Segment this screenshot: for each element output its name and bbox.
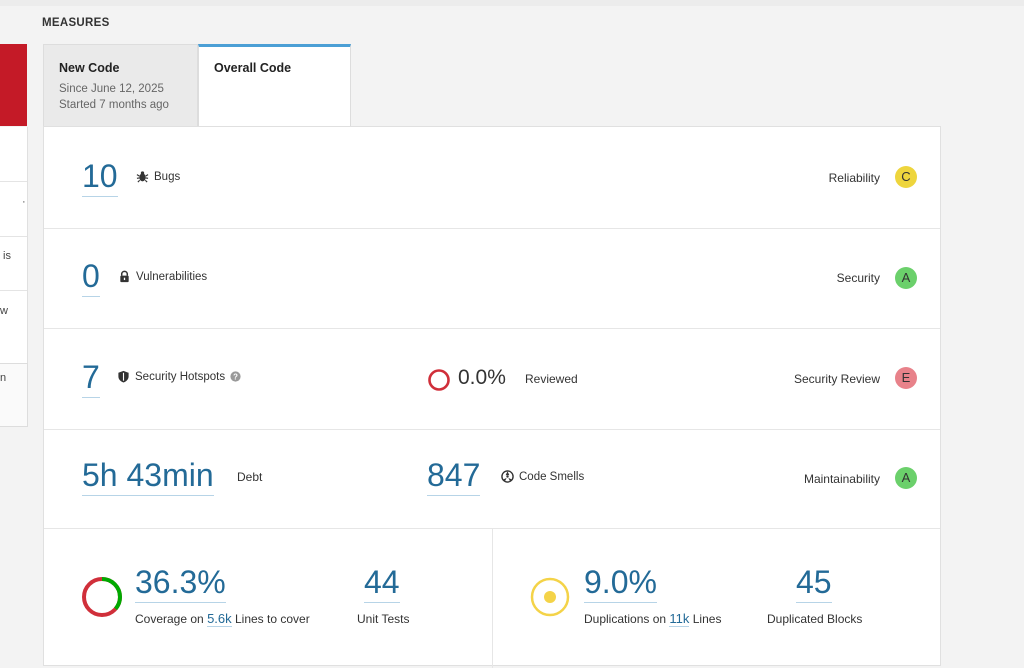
maintainability-row: 5h 43min Debt 847 Code Smells Maintainab…: [44, 429, 940, 529]
sidebar-divider: [0, 236, 27, 237]
sidebar-fragment-text: w: [0, 305, 8, 317]
duplications-lines-link[interactable]: 11k: [669, 611, 690, 627]
tab-label: Overall Code: [214, 61, 292, 75]
hotspots-count-link[interactable]: 7: [82, 359, 100, 398]
bugs-label: Bugs: [136, 170, 180, 183]
duplicated-blocks-count-link[interactable]: 45: [796, 564, 832, 603]
sidebar-fragment-text: is: [3, 250, 11, 262]
reviewed-donut-icon: [428, 369, 450, 391]
page-title: MEASURES: [42, 17, 110, 29]
code-smells-label: Code Smells: [501, 470, 584, 483]
sidebar-fragment-text: n: [0, 372, 7, 384]
maintainability-rating-badge[interactable]: A: [895, 467, 917, 489]
vulnerabilities-label: Vulnerabilities: [118, 270, 207, 283]
sidebar-quality-gate-status[interactable]: [0, 44, 27, 126]
measures-panel: 10 Bugs Reliability C 0 Vulnerabilities …: [43, 126, 941, 668]
sidebar-divider: [0, 290, 27, 291]
coverage-percentage-link[interactable]: 36.3%: [135, 564, 226, 603]
svg-text:?: ?: [233, 372, 238, 381]
unit-tests-count-link[interactable]: 44: [364, 564, 400, 603]
coverage-text-before: Coverage on: [135, 612, 204, 626]
unit-tests-label: Unit Tests: [357, 612, 410, 626]
tab-started: Started 7 months ago: [59, 99, 169, 111]
duplicated-blocks-label: Duplicated Blocks: [767, 612, 863, 626]
security-review-rating-label: Security Review: [793, 372, 880, 386]
tab-label: New Code: [59, 61, 120, 75]
sidebar-box: [0, 363, 28, 427]
security-row: 0 Vulnerabilities Security A: [44, 228, 940, 329]
tab-overall-code[interactable]: Overall Code: [198, 44, 351, 128]
sidebar-divider: [0, 181, 27, 182]
top-strip: [0, 0, 1024, 6]
duplications-text-after: Lines: [692, 612, 722, 626]
debt-link[interactable]: 5h 43min: [82, 457, 214, 496]
duplications-percentage-link[interactable]: 9.0%: [584, 564, 657, 603]
code-smells-count-link[interactable]: 847: [427, 457, 481, 496]
shield-icon: [118, 370, 129, 383]
coverage-duplications-row: 36.3% Coverage on 5.6k Lines to cover 44…: [44, 528, 940, 668]
lock-icon: [120, 270, 129, 283]
coverage-donut-icon: [82, 577, 122, 617]
bugs-label-text: Bugs: [154, 170, 181, 183]
reviewed-percentage[interactable]: 0.0%: [458, 366, 506, 389]
reliability-row: 10 Bugs Reliability C: [44, 127, 940, 229]
code-smells-label-text: Code Smells: [519, 470, 585, 483]
reliability-rating-badge[interactable]: C: [895, 166, 917, 188]
lines-to-cover-link[interactable]: 5.6k: [207, 611, 232, 627]
code-smell-icon: [501, 470, 514, 483]
coverage-text-after: Lines to cover: [234, 612, 310, 626]
help-icon[interactable]: ?: [230, 371, 241, 382]
reviewed-label: Reviewed: [525, 372, 578, 386]
duplications-bubble-icon: [530, 577, 570, 617]
security-review-rating-badge[interactable]: E: [895, 367, 917, 389]
tab-since-date: Since June 12, 2025: [59, 83, 164, 95]
hotspots-label-text: Security Hotspots: [135, 370, 226, 383]
duplications-description: Duplications on 11k Lines: [584, 611, 722, 627]
security-hotspots-row: 7 Security Hotspots ? 0.0% Reviewed Secu…: [44, 328, 940, 430]
reliability-rating-label: Reliability: [828, 171, 880, 185]
debt-label: Debt: [237, 470, 263, 484]
coverage-description: Coverage on 5.6k Lines to cover: [135, 611, 310, 627]
security-rating-badge[interactable]: A: [895, 267, 917, 289]
duplications-text-before: Duplications on: [584, 612, 667, 626]
vulnerabilities-label-text: Vulnerabilities: [136, 270, 208, 283]
column-divider: [492, 528, 493, 668]
vulnerabilities-count-link[interactable]: 0: [82, 258, 100, 297]
bugs-count-link[interactable]: 10: [82, 158, 118, 197]
security-rating-label: Security: [836, 271, 880, 285]
maintainability-rating-label: Maintainability: [803, 472, 880, 486]
tab-new-code[interactable]: New Code Since June 12, 2025 Started 7 m…: [43, 44, 198, 126]
bug-icon: [136, 171, 149, 183]
hotspots-label: Security Hotspots ?: [117, 370, 241, 383]
sidebar-fragment-dot: ·: [22, 196, 26, 208]
